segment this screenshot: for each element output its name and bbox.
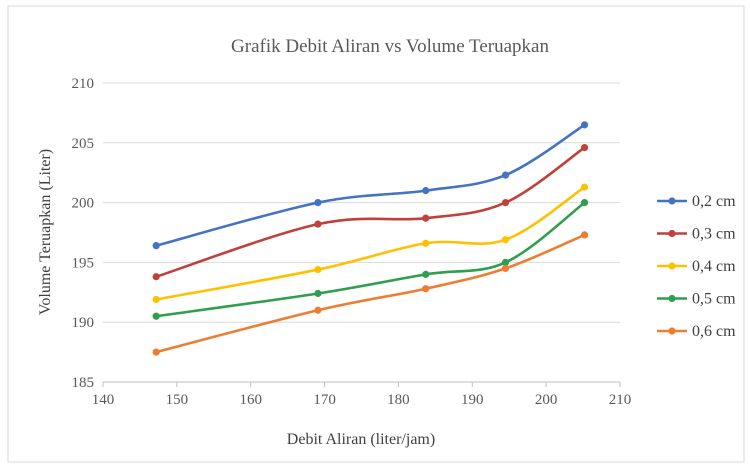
y-tick-label: 190 <box>72 315 95 331</box>
data-point <box>152 312 160 320</box>
data-point <box>501 264 510 272</box>
series-1 <box>152 121 589 250</box>
x-tick-label: 210 <box>609 392 632 408</box>
legend-swatch-marker <box>668 262 676 270</box>
data-point <box>314 220 322 228</box>
series-3 <box>152 183 589 304</box>
y-tick-label: 205 <box>72 136 95 152</box>
data-point <box>501 199 510 207</box>
axes: 185 190 195 200 205 210 140 150 160 170 180 190 200 2… <box>72 76 632 408</box>
data-point <box>422 285 430 293</box>
legend-item: 0,3 cm <box>657 226 736 243</box>
legend-label: 0,3 cm <box>692 226 736 243</box>
legend-swatch-marker <box>668 197 676 205</box>
y-tick-label: 195 <box>72 255 95 271</box>
data-point <box>580 231 589 239</box>
data-point <box>152 273 160 281</box>
series-5 <box>152 231 589 356</box>
legend-swatch-marker <box>668 327 676 335</box>
x-tick-label: 190 <box>461 392 484 408</box>
x-tick-label: 200 <box>535 392 558 408</box>
legend-label: 0,6 cm <box>692 323 736 340</box>
data-point <box>422 187 430 195</box>
data-point <box>152 295 160 304</box>
x-tick-label: 160 <box>239 392 262 408</box>
data-point <box>314 289 322 298</box>
data-point <box>422 214 430 222</box>
legend-item: 0,2 cm <box>657 193 736 210</box>
legend-swatch-marker <box>668 229 676 238</box>
data-point <box>580 143 589 152</box>
data-point <box>501 258 510 266</box>
y-tick-label: 185 <box>72 375 95 391</box>
data-point <box>314 306 322 314</box>
y-axis-title: Volume Teruapkan (Liter) <box>37 149 54 315</box>
chart-frame <box>7 5 745 463</box>
data-point <box>501 171 510 179</box>
legend-label: 0,2 cm <box>692 193 736 210</box>
x-tick-label: 140 <box>92 392 115 408</box>
series-line <box>155 146 586 278</box>
series-line <box>155 233 586 354</box>
legend-item: 0,6 cm <box>657 323 736 340</box>
series-line <box>155 123 586 247</box>
data-point <box>501 236 510 244</box>
data-point <box>580 183 589 191</box>
data-point <box>422 270 430 278</box>
x-tick-label: 170 <box>313 392 336 408</box>
data-point <box>152 348 160 356</box>
legend-label: 0,4 cm <box>692 258 736 275</box>
x-tick-label: 180 <box>387 392 410 408</box>
series-2 <box>152 143 589 281</box>
data-point <box>422 239 430 247</box>
y-tick-label: 200 <box>72 196 95 212</box>
x-axis-title: Debit Aliran (liter/jam) <box>287 431 435 448</box>
data-point <box>580 121 589 129</box>
series-line <box>155 185 586 301</box>
y-tick-label: 210 <box>72 76 95 92</box>
series-group <box>152 121 589 356</box>
legend-swatch-marker <box>668 294 676 303</box>
data-point <box>152 242 160 250</box>
legend-label: 0,5 cm <box>692 291 736 308</box>
data-point <box>314 265 322 274</box>
series-4 <box>152 199 589 320</box>
legend-item: 0,4 cm <box>657 258 736 275</box>
legend-item: 0,5 cm <box>657 291 736 308</box>
legend: 0,2 cm 0,3 cm 0,4 cm 0,5 cm 0,6 cm <box>657 193 736 340</box>
series-line <box>155 201 586 318</box>
data-point <box>314 199 322 207</box>
chart-title: Grafik Debit Aliran vs Volume Teruapkan <box>231 36 549 57</box>
data-point <box>580 199 589 207</box>
x-tick-label: 150 <box>166 392 189 408</box>
